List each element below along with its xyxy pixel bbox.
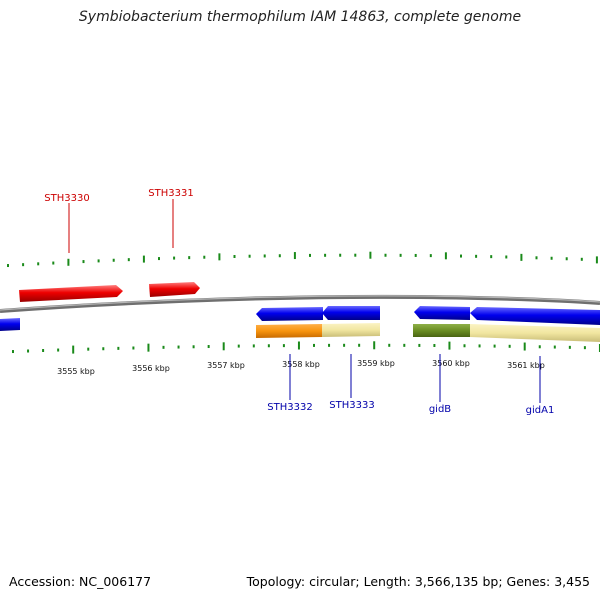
- genome-backbone-highlight: [0, 295, 600, 311]
- scale-label-3558: 3558 kbp: [282, 360, 320, 369]
- gene-label-sth3331[interactable]: STH3331: [148, 188, 193, 199]
- gene-gida1[interactable]: [470, 307, 600, 325]
- scale-label-3556: 3556 kbp: [132, 364, 170, 373]
- scale-label-3560: 3560 kbp: [432, 359, 470, 368]
- scale-label-3557: 3557 kbp: [207, 361, 245, 370]
- gene-label-gida1[interactable]: gidA1: [526, 405, 555, 416]
- gene-left-fragment[interactable]: [0, 318, 20, 331]
- track-olive: [413, 324, 470, 337]
- genome-summary-text: Topology: circular; Length: 3,566,135 bp…: [246, 574, 590, 589]
- gene-label-gidb[interactable]: gidB: [429, 404, 451, 415]
- inner-tick-track: [12, 341, 600, 354]
- gene-gidb[interactable]: [414, 306, 470, 320]
- scale-label-3555: 3555 kbp: [57, 367, 95, 376]
- gene-sth3330[interactable]: [19, 285, 123, 302]
- gene-label-sth3330[interactable]: STH3330: [44, 193, 89, 204]
- genome-backbone: [0, 294, 600, 313]
- scale-label-3561: 3561 kbp: [507, 361, 545, 370]
- gene-label-sth3332[interactable]: STH3332: [267, 402, 312, 413]
- scale-label-3559: 3559 kbp: [357, 359, 395, 368]
- track-orange: [256, 324, 322, 338]
- track-pale-2: [470, 324, 600, 342]
- track-pale-1: [322, 323, 380, 337]
- gene-sth3332[interactable]: [256, 307, 323, 321]
- accession-text: Accession: NC_006177: [9, 574, 152, 589]
- gene-label-sth3333[interactable]: STH3333: [329, 400, 374, 411]
- gene-sth3333[interactable]: [322, 306, 380, 320]
- outer-tick-track: [7, 251, 598, 268]
- map-title: Symbiobacterium thermophilum IAM 14863, …: [78, 9, 522, 25]
- gene-sth3331[interactable]: [149, 282, 200, 297]
